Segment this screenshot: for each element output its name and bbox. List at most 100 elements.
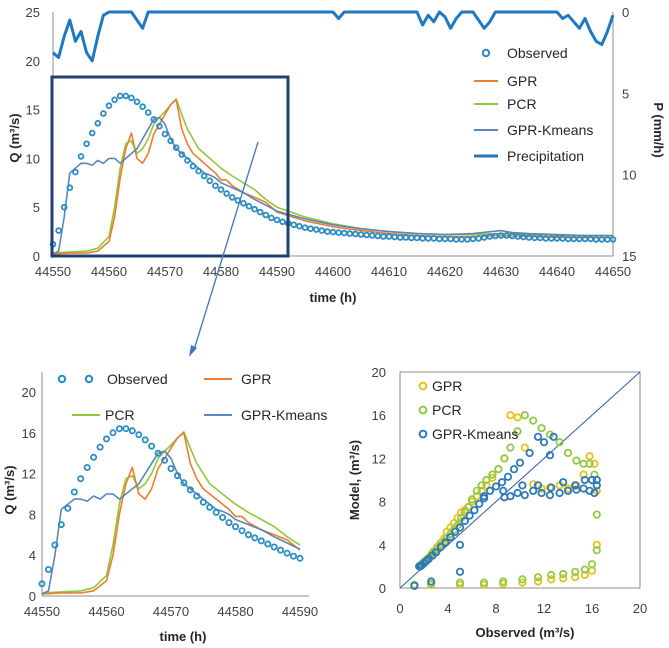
zoom-observed-point [206, 503, 214, 511]
top-legend-precip: Precipitation [507, 148, 584, 164]
scatter-x-tick-label: 0 [396, 601, 403, 616]
scatter-gpr-point [590, 459, 599, 468]
top-observed-point [290, 221, 298, 229]
top-x-tick-label: 44580 [203, 264, 239, 279]
top-observed-point [217, 186, 225, 193]
zoom-observed-point [64, 504, 72, 512]
zoom-pcr-line [41, 431, 301, 594]
top-legend-kmeans: GPR-Kmeans [507, 122, 593, 138]
top-chart: 44550 44560 44570 44580 44590 44600 44610 44620… [7, 5, 666, 357]
zoom-observed-point [257, 537, 265, 545]
top-observed-point [72, 168, 79, 176]
scatter-gpr-point [587, 566, 597, 575]
top-observed-point [408, 234, 415, 242]
zoom-observed-point [38, 580, 46, 588]
top-observed-point [228, 194, 236, 201]
top-y-tick-label: 0 [33, 249, 40, 264]
top-observed-point [150, 116, 158, 123]
top-observed-point [413, 234, 421, 242]
scatter-gpr-point [580, 570, 589, 580]
scatter-y-tick-label: 12 [372, 451, 386, 466]
scatter-kmeans-point [455, 523, 465, 532]
scatter-kmeans-point [537, 488, 546, 498]
scatter-pcr-point [513, 427, 522, 436]
scatter-pcr-point [499, 577, 508, 586]
top-observed-point [553, 235, 561, 242]
scatter-pcr-point [472, 486, 481, 495]
scatter-pcr-point [477, 481, 486, 490]
top-observed-point [312, 226, 320, 233]
zoom-observed-point [167, 464, 175, 472]
top-observed-point [464, 236, 471, 243]
top-observed-point [94, 120, 102, 127]
scatter-pcr-point [555, 438, 564, 447]
top-observed-point [144, 109, 152, 116]
top-y-tick-label: 5 [33, 200, 40, 215]
top-observed-point [88, 129, 96, 137]
top-observed-point [240, 200, 247, 207]
zoom-chart: 44550 44560 44570 44580 44590 0 4 8 12 16 20 time … [2, 371, 327, 644]
zoom-observed-point [264, 540, 272, 548]
scatter-kmeans-point [571, 481, 580, 490]
zoom-legend-observed-marker [57, 374, 67, 384]
scatter-kmeans-point [520, 490, 529, 500]
top-x-tick-label: 44600 [315, 264, 351, 279]
top-y2-tick-label: 0 [622, 5, 629, 20]
scatter-pcr-point [500, 454, 509, 463]
top-observed-point [296, 222, 303, 230]
scatter-gpr-point [520, 443, 529, 452]
top-observed-point [223, 190, 230, 197]
scatter-legend-kmeans-marker [418, 429, 428, 439]
scatter-gpr-point [533, 577, 543, 586]
top-observed-point [279, 218, 286, 226]
scatter-x-tick-label: 8 [492, 601, 499, 616]
scatter-kmeans-point [500, 493, 509, 502]
scatter-gpr-point [513, 413, 522, 422]
zoom-y-tick-label: 4 [29, 548, 36, 563]
zoom-observed-point [77, 475, 85, 483]
scatter-gpr-point [453, 513, 462, 522]
top-observed-point [251, 205, 258, 213]
top-y-tick-label: 15 [26, 103, 40, 118]
zoom-x-tick-label: 44550 [24, 604, 60, 619]
scatter-legend: GPR PCR GPR-Kmeans [418, 378, 518, 442]
top-observed-point [77, 153, 85, 160]
zoom-x-tick-label: 44580 [217, 604, 253, 619]
scatter-kmeans-point [475, 499, 484, 508]
zoom-observed-point [148, 442, 156, 450]
zoom-observed-point [109, 429, 117, 437]
top-observed-point [256, 208, 264, 216]
scatter-kmeans-point [529, 486, 538, 495]
top-y-axis-label: Q (m³/s) [7, 113, 22, 162]
scatter-pcr-point [580, 565, 589, 574]
top-y-tick-label: 25 [26, 5, 40, 20]
scatter-gpr-point [592, 540, 601, 549]
zoom-x-tick-label: 44570 [153, 604, 189, 619]
scatter-pcr-point [518, 575, 527, 584]
top-x-tick-label: 44640 [539, 264, 575, 279]
top-observed-point [100, 110, 107, 117]
zoom-observed-point [238, 527, 246, 535]
top-observed-point [195, 167, 202, 175]
scatter-kmeans-point [545, 451, 555, 460]
scatter-pcr-point [587, 560, 597, 569]
top-observed-point [161, 130, 169, 138]
top-observed-point [122, 92, 130, 100]
top-observed-point [570, 235, 578, 243]
scatter-kmeans-point [427, 577, 436, 586]
top-observed-point [441, 235, 449, 243]
scatter-pcr-point [571, 567, 580, 576]
zoom-y-tick-label: 0 [29, 589, 36, 604]
scatter-gpr-point [585, 452, 594, 461]
zoom-y-tick-label: 16 [22, 426, 36, 441]
scatter-kmeans-point [592, 475, 601, 485]
top-observed-point [469, 235, 477, 243]
scatter-x-tick-label: 12 [537, 601, 551, 616]
top-observed-point [206, 177, 214, 185]
scatter-kmeans-point [499, 486, 508, 495]
top-observed-point [475, 235, 482, 242]
scatter-x-axis-label: Observed (m³/s) [476, 625, 575, 640]
zoom-observed-point [103, 435, 111, 443]
scatter-kmeans-point [446, 533, 455, 542]
